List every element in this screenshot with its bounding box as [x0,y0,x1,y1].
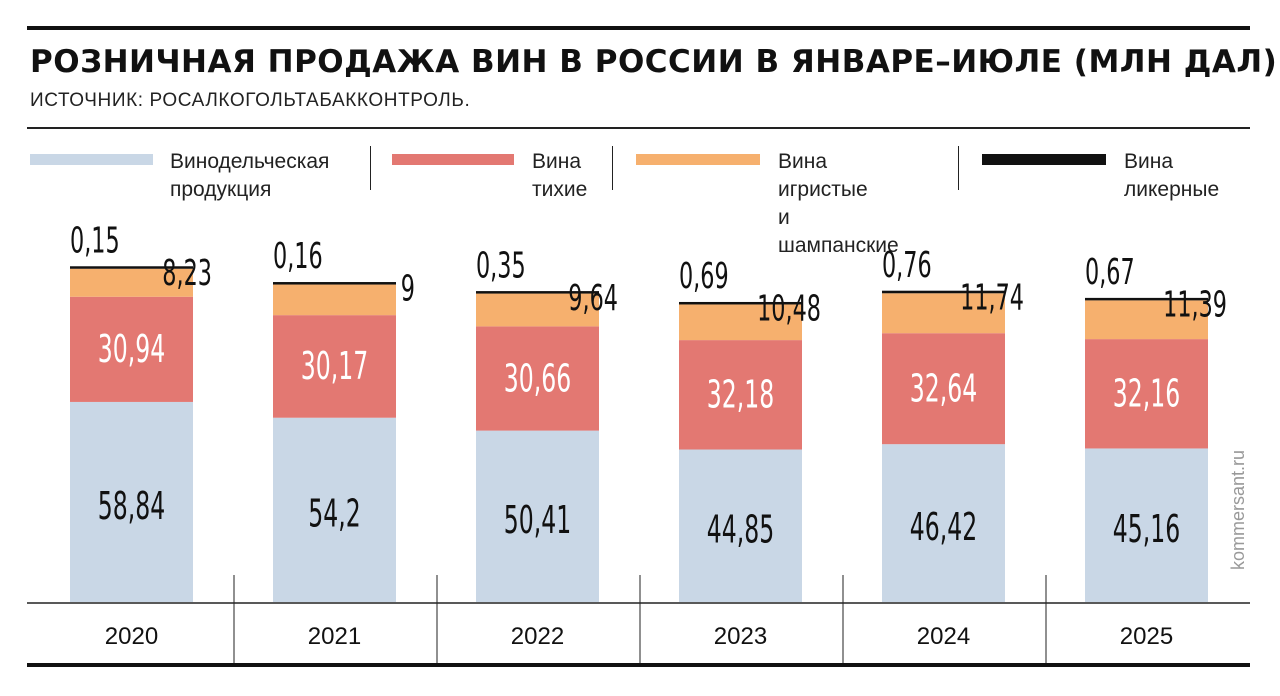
bar-segment-liqueur [679,301,802,305]
bar-segment-winemaking [1085,448,1208,602]
data-label-winemaking: 46,42 [910,506,977,549]
bar-segment-sparkling [882,293,1005,334]
bar-segment-winemaking [70,401,193,602]
legend-label-winemaking: Винодельческая продукция [170,150,330,201]
bar-segment-winemaking [882,444,1005,602]
data-label-sparkling: 11,39 [1163,284,1227,326]
bar-segment-sparkling [273,284,396,316]
data-label-sparkling: 9,64 [568,277,618,319]
bar-segment-winemaking [679,449,802,602]
bar-segment-liqueur [1085,297,1208,301]
x-tick-label: 2022 [511,623,564,650]
data-label-sparkling: 9 [401,268,415,310]
legend-swatch-sparkling [636,154,760,165]
legend-separator [958,146,959,190]
bar-segment-winemaking [273,417,396,602]
data-label-sparkling: 10,48 [757,288,821,330]
data-label-sparkling: 8,23 [162,253,212,295]
data-label-winemaking: 58,84 [98,485,165,528]
bar-segment-still [70,296,193,402]
data-label-liqueur: 0,67 [1085,252,1135,294]
data-label-still: 30,94 [98,329,165,372]
data-label-still: 30,66 [504,358,571,401]
legend-separator [612,146,613,190]
data-label-still: 32,64 [910,368,977,411]
bar-segment-liqueur [70,266,193,269]
bar-segment-still [882,333,1005,445]
chart-title: РОЗНИЧНАЯ ПРОДАЖА ВИН В РОССИИ В ЯНВАРЕ–… [30,44,1278,80]
x-tick-label: 2024 [917,623,970,650]
top-rule [27,26,1250,30]
bar-segment-winemaking [476,430,599,602]
bar-segment-liqueur [476,291,599,294]
x-tick-label: 2025 [1120,623,1173,650]
legend-label-liqueur: Вина ликерные [1124,150,1220,201]
chart-subtitle: ИСТОЧНИК: РОСАЛКОГОЛЬТАБАККОНТРОЛЬ. [30,90,471,111]
bar-segment-sparkling [1085,300,1208,340]
data-label-liqueur: 0,15 [70,220,120,262]
data-label-liqueur: 0,69 [679,256,729,298]
legend-swatch-still [392,154,514,165]
watermark: kommersant.ru [1228,450,1248,571]
bar-segment-still [476,326,599,431]
legend-label-sparkling: Вина игристые и шампанские [778,150,899,257]
bar-segment-liqueur [273,282,396,285]
bar-segment-sparkling [476,293,599,327]
bar-segment-still [679,340,802,450]
legend-swatch-winemaking [30,154,153,165]
data-label-still: 30,17 [301,346,368,389]
bar-segment-still [1085,339,1208,449]
data-label-winemaking: 50,41 [504,499,571,542]
bar-segment-sparkling [70,268,193,297]
data-label-still: 32,16 [1113,373,1180,416]
data-label-still: 32,18 [707,374,774,417]
header-rule [27,127,1250,129]
data-label-winemaking: 45,16 [1113,508,1180,551]
data-label-liqueur: 0,76 [882,244,932,286]
legend-separator [370,146,371,190]
bottom-rule [27,663,1250,667]
data-label-liqueur: 0,16 [273,236,323,278]
x-tick-label: 2023 [714,623,767,650]
data-label-winemaking: 44,85 [707,509,774,552]
legend-swatch-liqueur [982,154,1106,165]
bar-segment-still [273,315,396,418]
x-tick-label: 2020 [105,623,158,650]
data-label-winemaking: 54,2 [308,493,360,536]
x-tick-label: 2021 [308,623,361,650]
data-label-liqueur: 0,35 [476,245,526,287]
legend-label-still: Вина тихие [532,150,588,201]
bar-segment-sparkling [679,304,802,341]
bar-segment-liqueur [882,290,1005,294]
data-label-sparkling: 11,74 [960,277,1024,319]
